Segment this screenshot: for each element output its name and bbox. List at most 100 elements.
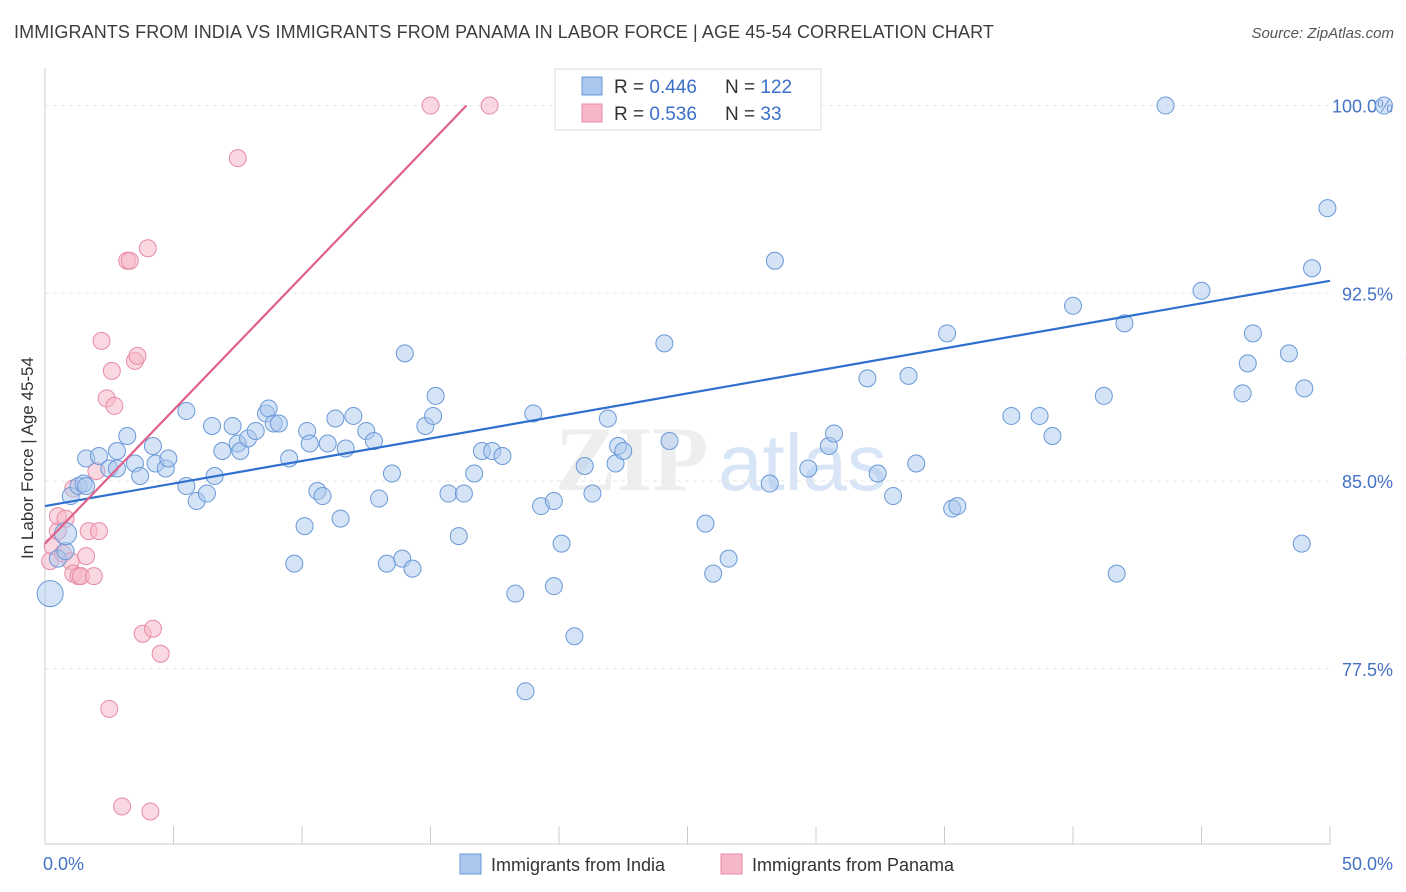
india-point	[1030, 406, 1049, 425]
india-point	[295, 517, 314, 536]
india-point	[56, 542, 75, 561]
india-point	[1243, 324, 1262, 343]
panama-point	[138, 239, 157, 258]
india-point	[326, 409, 345, 428]
legend-india-n-label: N =	[725, 77, 760, 98]
india-point	[696, 514, 715, 533]
india-point	[1002, 406, 1021, 425]
legend-india-r-value: 0.446	[649, 77, 697, 98]
india-point	[118, 426, 137, 445]
india-points	[36, 96, 1406, 701]
india-point	[259, 399, 278, 418]
india-point	[382, 464, 401, 483]
legend-india-swatch	[581, 76, 603, 96]
india-point	[465, 464, 484, 483]
india-point	[203, 416, 222, 435]
india-point	[655, 334, 674, 353]
bottom-legend-india-label: Immigrants from India	[491, 855, 666, 875]
india-point	[213, 441, 232, 460]
india-point	[36, 580, 64, 608]
panama-point	[92, 331, 111, 350]
india-point	[313, 487, 332, 506]
india-point	[89, 447, 108, 465]
india-point	[1115, 314, 1134, 333]
panama-points	[41, 96, 499, 821]
india-point	[907, 454, 926, 473]
chart-title: IMMIGRANTS FROM INDIA VS IMMIGRANTS FROM…	[14, 22, 995, 42]
india-point	[1192, 281, 1211, 300]
india-point	[1295, 379, 1314, 398]
india-point	[544, 492, 563, 511]
india-point	[131, 467, 150, 486]
india-point	[660, 431, 679, 450]
india-point	[424, 406, 443, 425]
india-point	[1107, 564, 1126, 583]
legend-india-r-label: R =	[614, 77, 649, 98]
india-point	[1156, 96, 1175, 115]
trend-lines	[44, 104, 1331, 545]
india-point	[760, 474, 779, 493]
legend-panama-n-value: 33	[760, 104, 781, 125]
source-label: Source: ZipAtlas.com	[1251, 25, 1394, 42]
panama-point	[143, 619, 162, 638]
india-point	[344, 406, 363, 425]
india-point	[868, 464, 887, 483]
bottom-legend-panama-swatch	[720, 853, 743, 875]
panama-point	[141, 802, 160, 821]
india-point	[331, 509, 350, 528]
india-point	[884, 487, 903, 506]
india-point	[704, 564, 723, 583]
panama-point	[102, 361, 121, 380]
legend-india-n-value: 122	[760, 77, 792, 98]
india-point	[1233, 384, 1252, 403]
x-tick-label: 50.0%	[1342, 854, 1393, 874]
correlation-legend: R = 0.446 N = 122 R = 0.536 N = 33	[554, 68, 822, 131]
india-point	[454, 484, 473, 503]
india-point	[493, 447, 512, 465]
india-point	[77, 477, 96, 496]
india-point	[575, 457, 594, 476]
series-legend: Immigrants from India Immigrants from Pa…	[459, 853, 955, 875]
india-point	[506, 584, 525, 603]
india-point	[583, 484, 602, 503]
x-tick-labels: 0.0% 50.0%	[43, 854, 1393, 874]
panama-point	[480, 96, 499, 115]
legend-panama-r-value: 0.536	[649, 104, 697, 125]
india-point	[1064, 296, 1082, 315]
y-axis-label: In Labor Force | Age 45-54	[18, 357, 37, 559]
y-tick-label: 92.5%	[1342, 284, 1393, 304]
y-tick-labels: 100.0%92.5%85.0%77.5%	[1332, 97, 1393, 680]
bottom-legend-india-swatch	[459, 853, 482, 875]
india-point	[1094, 386, 1113, 405]
india-point	[565, 627, 584, 646]
india-point	[439, 484, 458, 503]
panama-point	[89, 522, 108, 541]
india-point	[719, 549, 738, 568]
india-point	[516, 682, 535, 701]
india-point	[318, 434, 337, 453]
india-point	[598, 409, 617, 428]
panama-point	[421, 96, 440, 115]
india-point	[1374, 96, 1393, 115]
india-point	[177, 401, 196, 420]
svg-text:N = 122: N = 122	[725, 77, 792, 98]
legend-panama-r-label: R =	[614, 104, 649, 125]
panama-point	[105, 396, 124, 415]
panama-point	[113, 797, 132, 816]
grid	[45, 105, 1330, 670]
panama-point	[100, 699, 119, 718]
india-point	[524, 404, 543, 423]
india-point	[269, 414, 288, 433]
india-point	[614, 441, 633, 460]
india-point	[1279, 344, 1298, 363]
axes	[44, 68, 1331, 845]
india-point	[552, 534, 571, 553]
panama-trend-line	[44, 104, 468, 545]
bottom-legend-panama-label: Immigrants from Panama	[752, 855, 955, 875]
india-point	[223, 416, 242, 435]
india-point	[403, 559, 422, 578]
legend-panama-n-label: N =	[725, 104, 760, 125]
india-point	[1303, 259, 1322, 278]
panama-point	[77, 547, 96, 566]
